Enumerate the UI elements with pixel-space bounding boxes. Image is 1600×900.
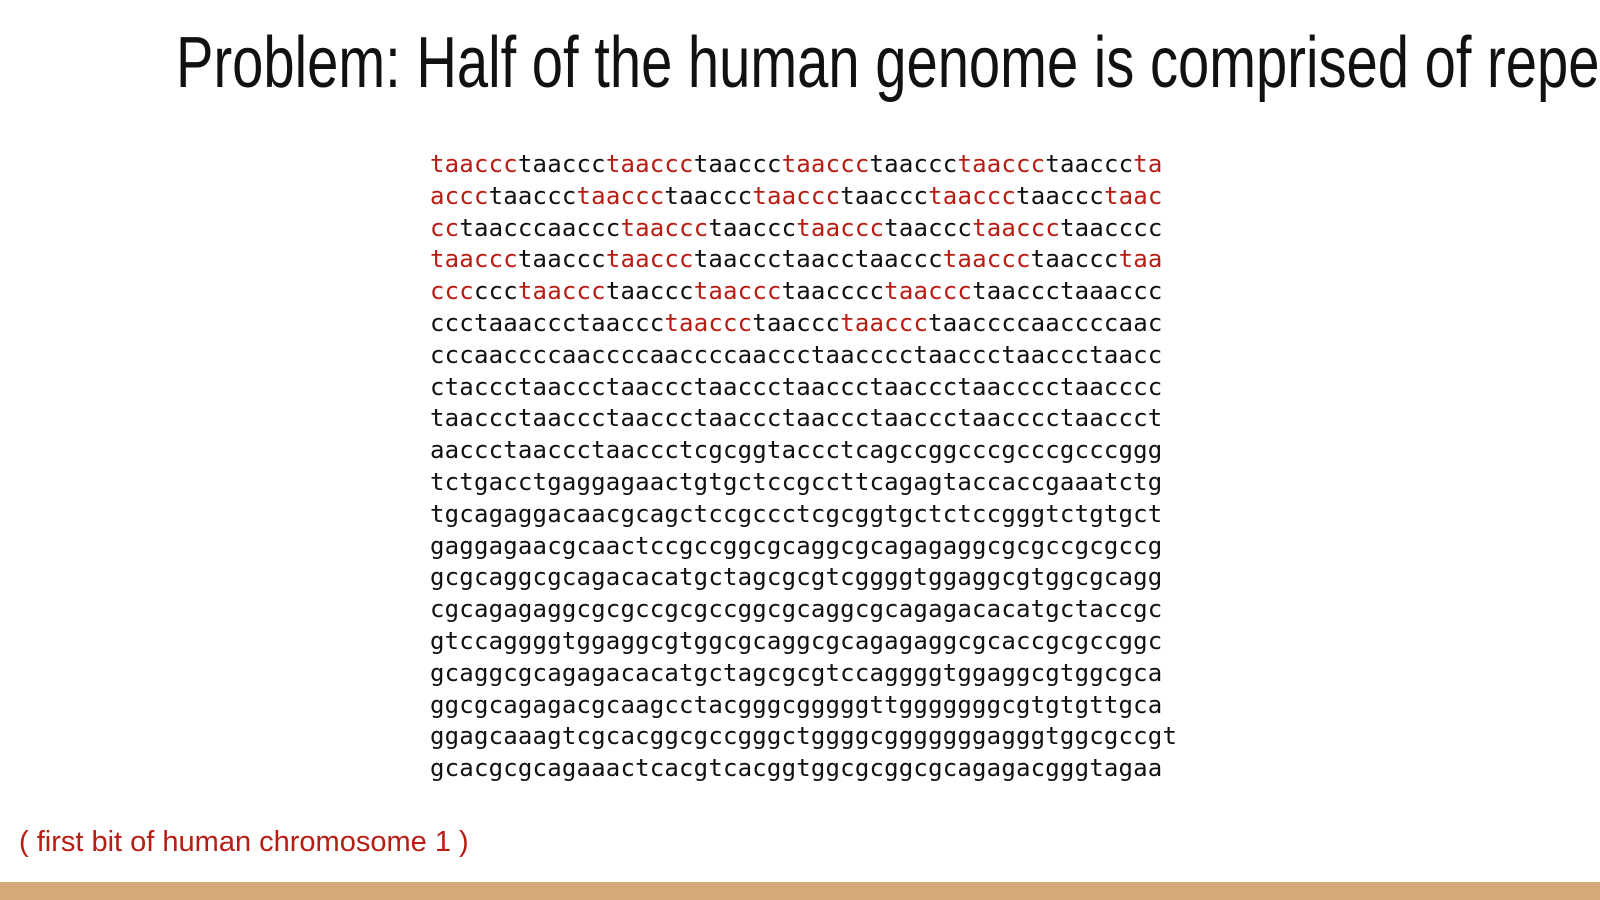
sequence-line: ccctaaaccctaaccctaaccctaaccctaaccctaaccc…: [430, 308, 1177, 340]
sequence-segment: taaccc: [708, 213, 797, 242]
sequence-segment: aaccctaaccctaaccctcgcggtaccctcagccggcccg…: [430, 436, 1163, 465]
repeat-highlight: taaccc: [605, 150, 694, 178]
sequence-segment: taaccc: [1045, 150, 1134, 178]
sequence-segment: taaccccaaccccaac: [928, 308, 1163, 337]
sequence-segment: taaccctaaccctaaccctaaccctaaccctaaccctaac…: [430, 404, 1163, 433]
sequence-segment: ggagcaaagtcgcacggcgccgggctggggcgggggggag…: [430, 722, 1178, 751]
repeat-highlight: taaccc: [928, 181, 1017, 210]
repeat-highlight: cc: [430, 213, 460, 242]
sequence-segment: gcacgcgcagaaactcacgtcacggtggcgcggcgcagag…: [430, 754, 1163, 783]
sequence-segment: taaccc: [884, 213, 973, 242]
sequence-segment: taaccctaaaccc: [972, 277, 1163, 306]
sequence-segment: taacccc: [781, 277, 885, 306]
sequence-line: tgcagaggacaacgcagctccgccctcgcggtgctctccg…: [430, 499, 1177, 531]
repeat-highlight: ta: [1133, 150, 1163, 178]
sequence-line: gtccaggggtggaggcgtggcgcaggcgcagagaggcgca…: [430, 626, 1177, 658]
repeat-highlight: taaccc: [517, 277, 606, 306]
sequence-segment: tgcagaggacaacgcagctccgccctcgcggtgctctccg…: [430, 499, 1163, 528]
sequence-segment: cccaaccccaaccccaaccccaaccctaacccctaaccct…: [430, 340, 1163, 369]
sequence-segment: ccc: [473, 277, 518, 306]
sequence-segment: ccctaaaccctaaccc: [430, 308, 665, 337]
sequence-line: taaccctaaccctaaccctaaccctaaccctaaccctaac…: [430, 149, 1177, 181]
sequence-segment: ggcgcagagacgcaagcctacgggcgggggttgggggggc…: [430, 690, 1163, 719]
sequence-segment: cgcagagaggcgcgccgcgccggcgcaggcgcagagacac…: [430, 595, 1163, 624]
slide-title: Problem: Half of the human genome is com…: [176, 23, 1600, 103]
repeat-highlight: taaccc: [796, 213, 885, 242]
sequence-line: ggcgcagagacgcaagcctacgggcgggggttgggggggc…: [430, 690, 1177, 722]
repeat-highlight: taa: [1118, 245, 1163, 274]
sequence-caption: ( first bit of human chromosome 1 ): [19, 826, 469, 858]
sequence-segment: taaccc: [693, 150, 782, 178]
repeat-highlight: taaccc: [605, 245, 694, 274]
sequence-line: cctaacccaaccctaaccctaaccctaaccctaaccctaa…: [430, 213, 1177, 245]
footer-bar: [0, 882, 1600, 900]
repeat-highlight: ccc: [430, 277, 474, 306]
repeat-highlight: taaccc: [752, 181, 841, 210]
sequence-line: taaccctaaccctaaccctaaccctaaccctaaccctaac…: [430, 403, 1177, 435]
dna-sequence-block: taaccctaaccctaaccctaaccctaaccctaaccctaac…: [430, 149, 1177, 785]
sequence-segment: taaccc: [1016, 181, 1104, 210]
repeat-highlight: taaccc: [942, 245, 1031, 274]
sequence-segment: taaccc: [517, 150, 606, 178]
sequence-line: taaccctaaccctaaccctaaccctaacctaaccctaacc…: [430, 244, 1177, 276]
repeat-highlight: taaccc: [957, 150, 1046, 178]
repeat-highlight: taaccc: [781, 150, 870, 178]
sequence-segment: taaccc: [752, 308, 841, 337]
sequence-segment: taaccc: [1030, 245, 1119, 274]
repeat-highlight: taaccc: [430, 245, 518, 274]
repeat-highlight: taaccc: [693, 277, 782, 306]
sequence-segment: gcaggcgcagagacacatgctagcgcgtccaggggtggag…: [430, 658, 1163, 687]
sequence-segment: gtccaggggtggaggcgtggcgcaggcgcagagaggcgca…: [430, 626, 1163, 655]
sequence-line: tctgacctgaggagaactgtgctccgccttcagagtacca…: [430, 467, 1177, 499]
sequence-line: gcaggcgcagagacacatgctagcgcgtccaggggtggag…: [430, 658, 1177, 690]
sequence-segment: gaggagaacgcaactccgccggcgcaggcgcagagaggcg…: [430, 531, 1163, 560]
sequence-segment: taaccctaacctaaccc: [693, 245, 943, 274]
sequence-line: cgcagagaggcgcgccgcgccggcgcaggcgcagagacac…: [430, 594, 1177, 626]
sequence-segment: taaccc: [840, 181, 929, 210]
sequence-segment: ctaccctaaccctaaccctaaccctaaccctaaccctaac…: [430, 372, 1163, 401]
sequence-segment: taaccc: [605, 277, 694, 306]
repeat-highlight: taaccc: [664, 308, 753, 337]
repeat-highlight: taaccc: [620, 213, 709, 242]
sequence-segment: taaccc: [517, 245, 606, 274]
sequence-segment: taacccaaccc: [459, 213, 621, 242]
sequence-line: ctaccctaaccctaaccctaaccctaaccctaaccctaac…: [430, 372, 1177, 404]
repeat-highlight: accc: [430, 181, 489, 210]
sequence-segment: taaccc: [869, 150, 958, 178]
sequence-line: gcacgcgcagaaactcacgtcacggtggcgcggcgcagag…: [430, 753, 1177, 785]
repeat-highlight: taaccc: [840, 308, 929, 337]
repeat-highlight: taaccc: [430, 150, 518, 178]
repeat-highlight: taaccc: [884, 277, 973, 306]
repeat-highlight: taaccc: [576, 181, 665, 210]
sequence-line: aaccctaaccctaaccctcgcggtaccctcagccggcccg…: [430, 435, 1177, 467]
sequence-line: accctaaccctaaccctaaccctaaccctaaccctaaccc…: [430, 181, 1177, 213]
sequence-segment: taaccc: [664, 181, 753, 210]
repeat-highlight: taaccc: [972, 213, 1060, 242]
sequence-segment: taaccc: [488, 181, 577, 210]
sequence-line: gcgcaggcgcagacacatgctagcgcgtcggggtggaggc…: [430, 562, 1177, 594]
sequence-segment: tctgacctgaggagaactgtgctccgccttcagagtacca…: [430, 467, 1163, 496]
repeat-highlight: taac: [1103, 181, 1163, 210]
sequence-line: gaggagaacgcaactccgccggcgcaggcgcagagaggcg…: [430, 531, 1177, 563]
sequence-line: ggagcaaagtcgcacggcgccgggctggggcgggggggag…: [430, 721, 1177, 753]
sequence-line: cccccctaaccctaaccctaaccctaacccctaaccctaa…: [430, 276, 1177, 308]
sequence-line: cccaaccccaaccccaaccccaaccctaacccctaaccct…: [430, 340, 1177, 372]
sequence-segment: gcgcaggcgcagacacatgctagcgcgtcggggtggaggc…: [430, 563, 1163, 592]
sequence-segment: taacccc: [1060, 213, 1163, 242]
